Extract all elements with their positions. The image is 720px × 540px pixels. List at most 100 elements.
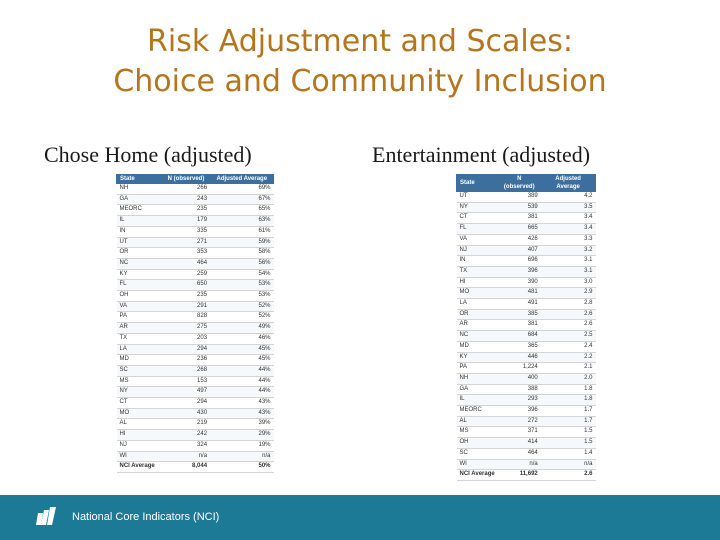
- n-observed-cell: 371: [497, 426, 541, 439]
- table-row: MS 153 44%: [116, 376, 274, 388]
- adjusted-average-cell: 45%: [210, 354, 274, 366]
- state-cell: OR: [116, 247, 162, 259]
- adjusted-average-cell: 3.4: [540, 212, 596, 225]
- table-row: UT 271 59%: [116, 237, 274, 249]
- n-observed-cell: 236: [161, 354, 211, 366]
- table-row: HI 390 3.0: [456, 277, 596, 289]
- state-cell: LA: [116, 344, 162, 356]
- table-row: IL 293 1.8: [456, 394, 596, 407]
- state-cell: MD: [116, 354, 162, 366]
- table-total-row: NCI Average 11,692 2.6: [456, 469, 596, 481]
- table-row: TX 203 46%: [116, 333, 274, 345]
- table-row: KY 259 54%: [116, 269, 274, 281]
- table-row: MO 481 2.9: [456, 287, 596, 300]
- state-cell: AR: [456, 319, 498, 332]
- state-cell: GA: [456, 384, 498, 396]
- n-observed-cell: 381: [497, 212, 541, 225]
- adjusted-average-cell: 3.3: [540, 234, 596, 246]
- state-cell: NC: [116, 258, 162, 270]
- adjusted-average-cell: 3.5: [540, 202, 596, 214]
- state-cell: FL: [116, 279, 162, 292]
- state-cell: KY: [456, 352, 498, 364]
- table-row: NH 400 2.0: [456, 373, 596, 385]
- n-observed-cell: 259: [161, 269, 211, 281]
- n-observed-cell: 446: [497, 352, 541, 364]
- state-cell: OH: [116, 290, 162, 302]
- table-row: AL 219 39%: [116, 418, 274, 431]
- table-row: GA 388 1.8: [456, 384, 596, 396]
- n-observed-cell: 407: [497, 245, 541, 257]
- table-row: NH 266 69%: [116, 183, 274, 195]
- state-cell: NY: [116, 386, 162, 399]
- adjusted-average-cell: 4.2: [540, 191, 596, 203]
- n-observed-cell: 464: [161, 258, 211, 270]
- table-row: PA 1,224 2.1: [456, 362, 596, 374]
- adjusted-average-cell: 1.7: [540, 405, 596, 417]
- n-observed-cell: 396: [497, 266, 541, 278]
- state-cell: TX: [116, 333, 162, 345]
- table-row: MEORC 235 65%: [116, 204, 274, 217]
- table-row: NY 539 3.5: [456, 202, 596, 214]
- n-observed-cell: 275: [161, 322, 211, 334]
- n-observed-cell: 242: [161, 429, 211, 441]
- state-cell: MEORC: [456, 405, 498, 417]
- table-row: HI 242 29%: [116, 429, 274, 441]
- adjusted-average-cell: 44%: [210, 386, 274, 399]
- entertainment-table: State N (observed) Adjusted Average UT 38…: [455, 174, 596, 481]
- table-row: OR 353 58%: [116, 247, 274, 259]
- adjusted-average-cell: 2.2: [540, 352, 596, 364]
- state-cell: IN: [456, 255, 498, 267]
- n-observed-cell: 235: [161, 290, 211, 302]
- state-cell: IL: [456, 394, 498, 407]
- adjusted-average-cell: 61%: [210, 226, 274, 238]
- adjusted-average-cell: 3.1: [540, 255, 596, 267]
- state-cell: AL: [456, 416, 498, 428]
- adjusted-average-cell: 52%: [210, 301, 274, 313]
- adjusted-average-cell: 53%: [210, 279, 274, 292]
- n-observed-cell: 481: [497, 287, 541, 300]
- n-observed-cell: 497: [161, 386, 211, 399]
- column-header-n-observed: N (observed): [497, 174, 542, 192]
- table-row: FL 665 3.4: [456, 223, 596, 235]
- column-header-state: State: [455, 174, 499, 192]
- state-cell: OR: [456, 309, 498, 321]
- adjusted-average-cell: 43%: [210, 408, 274, 420]
- adjusted-average-cell: n/a: [540, 459, 596, 471]
- n-observed-cell: 272: [497, 416, 541, 428]
- n-observed-cell: 294: [161, 344, 211, 356]
- table-row: CT 381 3.4: [456, 212, 596, 225]
- table-row: WI n/a n/a: [116, 451, 274, 463]
- state-cell: CT: [116, 397, 162, 409]
- table-total-row: NCI Average 8,044 50%: [116, 461, 274, 473]
- table-row: PA 828 52%: [116, 311, 274, 324]
- adjusted-average-cell: 45%: [210, 344, 274, 356]
- adjusted-average-cell: 39%: [210, 418, 274, 431]
- total-label-cell: NCI Average: [456, 469, 498, 481]
- table-row: IN 335 61%: [116, 226, 274, 238]
- adjusted-average-cell: 3.4: [540, 223, 596, 235]
- adjusted-average-cell: 1.4: [540, 448, 596, 460]
- adjusted-average-cell: 52%: [210, 311, 274, 324]
- adjusted-average-cell: 1.5: [540, 426, 596, 439]
- state-cell: VA: [116, 301, 162, 313]
- n-observed-cell: 235: [161, 204, 211, 217]
- state-cell: MD: [456, 341, 498, 353]
- table-row: MD 236 45%: [116, 354, 274, 366]
- table-row: MEORC 396 1.7: [456, 405, 596, 417]
- table-row: MD 365 2.4: [456, 341, 596, 353]
- state-cell: PA: [116, 311, 162, 324]
- state-cell: NC: [456, 330, 498, 342]
- total-n-cell: 8,044: [161, 461, 211, 473]
- state-cell: FL: [456, 223, 498, 235]
- adjusted-average-cell: 43%: [210, 397, 274, 409]
- table-row: CT 294 43%: [116, 397, 274, 409]
- n-observed-cell: 291: [161, 301, 211, 313]
- n-observed-cell: 464: [497, 448, 541, 460]
- state-cell: WI: [456, 459, 498, 471]
- adjusted-average-cell: n/a: [210, 451, 274, 463]
- adjusted-average-cell: 49%: [210, 322, 274, 334]
- column-header-adjusted-average: Adjusted Average: [209, 174, 275, 184]
- n-observed-cell: 243: [161, 194, 211, 206]
- adjusted-average-cell: 2.4: [540, 341, 596, 353]
- n-observed-cell: 665: [497, 223, 541, 235]
